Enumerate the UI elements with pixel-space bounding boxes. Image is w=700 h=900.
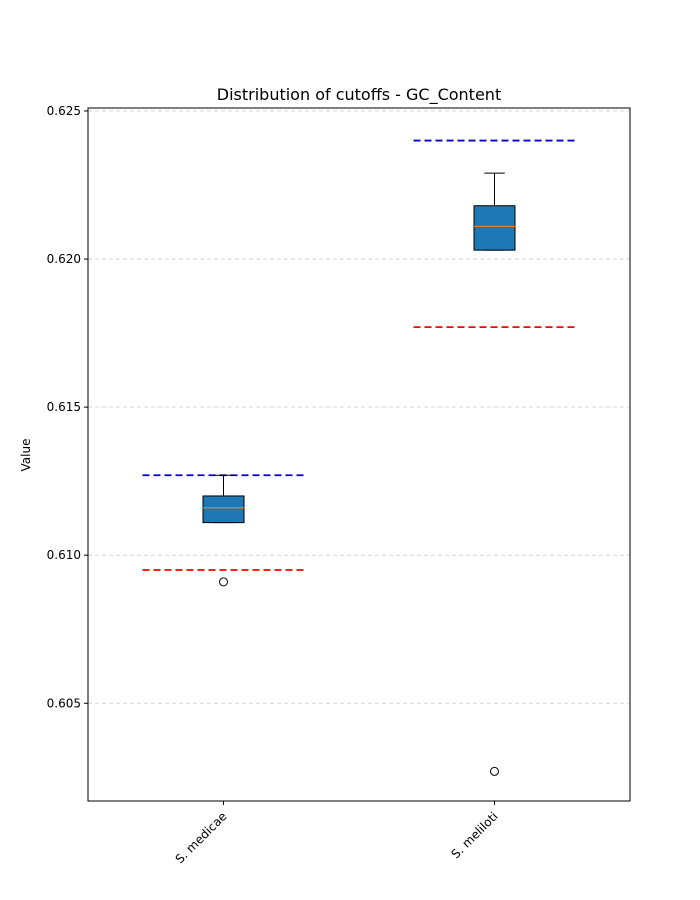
y-tick-label: 0.620 [47,252,81,266]
y-tick-label: 0.605 [47,696,81,710]
chart-title: Distribution of cutoffs - GC_Content [217,85,501,105]
y-axis: 0.605 0.610 0.615 0.620 0.625 [47,104,88,710]
axes-frame [87,107,631,802]
x-axis: S. medicae S. meliloti [173,801,501,866]
y-tick-label: 0.615 [47,400,81,414]
y-axis-label: Value [19,439,33,472]
plot-area [142,139,576,776]
grid-lines [88,110,630,704]
x-tick-label: S. medicae [173,809,230,866]
y-tick-label: 0.625 [47,104,81,118]
box [473,205,516,251]
x-tick-label: S. meliloti [449,809,501,861]
y-tick-label: 0.610 [47,548,81,562]
box [202,495,245,524]
outlier-point [219,577,228,587]
outlier-point [490,766,499,776]
